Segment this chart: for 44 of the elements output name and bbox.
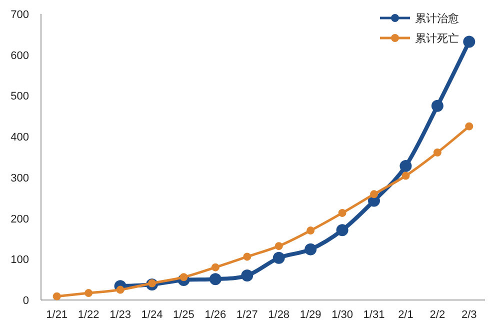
point <box>52 292 61 300</box>
y-tick-label: 700 <box>10 9 29 21</box>
legend-label: 累计死亡 <box>415 32 459 45</box>
point <box>304 243 317 256</box>
y-tick-label: 300 <box>10 172 29 184</box>
point <box>336 224 348 236</box>
x-tick-label: 1/27 <box>236 309 258 321</box>
x-tick-label: 1/23 <box>110 309 131 321</box>
point <box>400 160 412 172</box>
point <box>431 100 444 112</box>
point <box>338 208 346 217</box>
y-tick-label: 200 <box>10 213 29 226</box>
point <box>465 122 474 130</box>
x-tick-label: 2/1 <box>398 309 414 321</box>
x-tick-label: 1/25 <box>173 309 194 321</box>
x-tick-label: 1/31 <box>363 309 385 321</box>
point <box>433 148 442 157</box>
legend-label: 累计治愈 <box>415 12 459 25</box>
point <box>209 273 222 286</box>
x-tick-label: 2/3 <box>461 309 477 321</box>
x-tick-label: 1/26 <box>204 309 226 321</box>
y-tick-label: 0 <box>22 295 29 307</box>
x-tick-label: 1/28 <box>268 309 290 321</box>
point <box>306 226 315 235</box>
x-tick-label: 1/21 <box>46 309 68 321</box>
y-tick-label: 600 <box>10 50 29 62</box>
point <box>274 242 283 250</box>
y-tick-label: 400 <box>10 132 29 144</box>
point <box>272 252 285 264</box>
x-tick-label: 1/22 <box>78 309 100 321</box>
point <box>84 289 93 298</box>
point <box>241 269 254 282</box>
x-tick-label: 2/2 <box>430 309 446 321</box>
x-tick-label: 1/24 <box>141 309 163 321</box>
point <box>243 252 252 261</box>
y-tick-label: 500 <box>10 90 29 103</box>
point <box>463 36 476 48</box>
point <box>211 263 220 272</box>
point <box>402 172 410 180</box>
point <box>180 273 188 282</box>
point <box>370 190 378 198</box>
y-tick-label: 100 <box>10 254 29 266</box>
x-tick-label: 1/30 <box>332 309 353 321</box>
x-tick-label: 1/29 <box>300 309 322 321</box>
